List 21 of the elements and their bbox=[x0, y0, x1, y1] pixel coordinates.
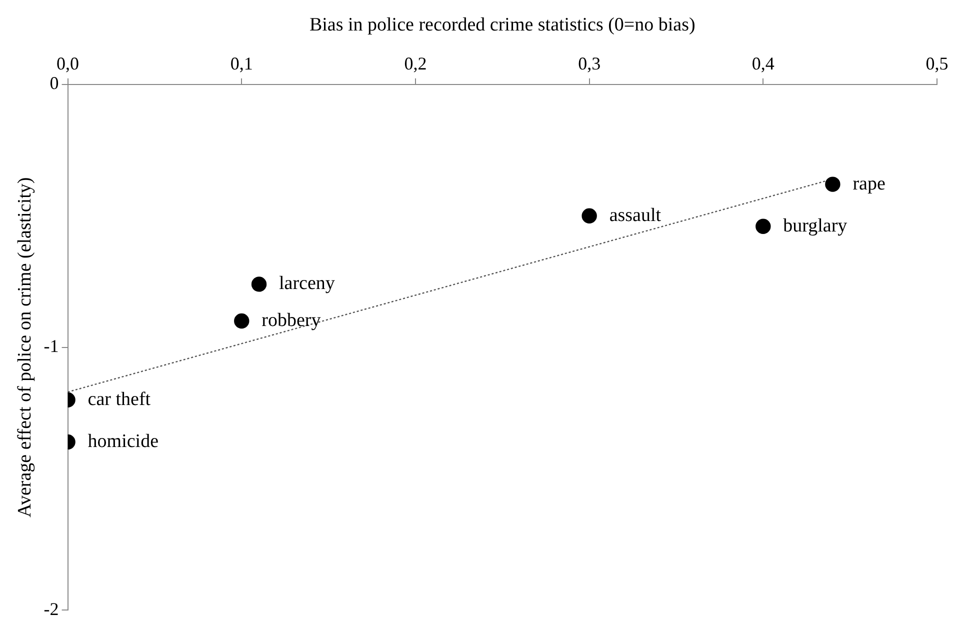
y-axis-title: Average effect of police on crime (elasticity) bbox=[14, 177, 36, 518]
annotation: assault bbox=[609, 204, 662, 226]
annotation: robbery bbox=[262, 310, 322, 331]
x-tick-label: 0,0 bbox=[56, 53, 80, 74]
annotation: larceny bbox=[279, 273, 336, 294]
x-tick-label: 0,2 bbox=[404, 53, 427, 74]
annotation: burglary bbox=[783, 215, 848, 236]
x-axis-title: Bias in police recorded crime statistics (0=no bias) bbox=[309, 14, 696, 36]
point bbox=[756, 218, 771, 234]
annotation: car theft bbox=[88, 388, 152, 410]
x-tick-label: 0,3 bbox=[578, 53, 601, 74]
point bbox=[825, 176, 840, 192]
annotation: homicide bbox=[88, 430, 158, 452]
annotation: rape bbox=[852, 173, 886, 194]
y-tick-label: 0 bbox=[50, 73, 59, 94]
x-tick-label: 0,1 bbox=[230, 53, 253, 74]
x-tick-label: 0,4 bbox=[752, 53, 774, 74]
point bbox=[582, 208, 597, 224]
y-tick-label: -1 bbox=[44, 336, 59, 356]
x-tick-label: 0,5 bbox=[926, 53, 948, 74]
y-tick-label: -2 bbox=[44, 598, 59, 619]
